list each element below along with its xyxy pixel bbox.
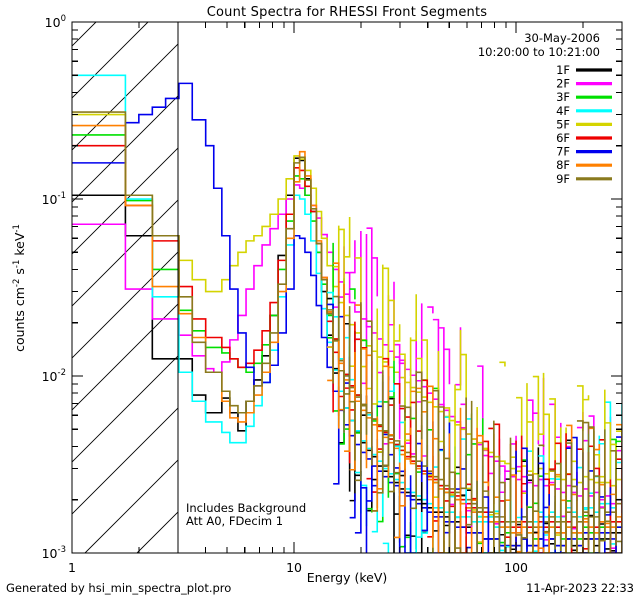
spectrum-line-6f xyxy=(72,144,622,534)
svg-text:counts cm-2 s-1 keV-1: counts cm-2 s-1 keV-1 xyxy=(12,224,27,352)
legend-label-2f: 2F xyxy=(556,77,570,91)
spectrum-noise-9f xyxy=(327,295,622,553)
x-tick-label: 1 xyxy=(68,560,76,575)
ylabel-part-2: s xyxy=(12,268,27,279)
footer-generator: Generated by hsi_min_spectra_plot.pro xyxy=(6,581,231,595)
annotation-line-2: Att A0, FDecim 1 xyxy=(186,514,283,528)
legend-label-3f: 3F xyxy=(556,90,570,104)
y-tick-label: 10-3 xyxy=(42,545,66,561)
x-tick-label: 100 xyxy=(504,560,528,575)
legend-time-range: 10:20:00 to 10:21:00 xyxy=(478,45,600,59)
legend-label-8f: 8F xyxy=(556,158,570,172)
annotation-line-1: Includes Background xyxy=(186,501,306,515)
y-axis-label: counts cm-2 s-1 keV-1 xyxy=(12,224,27,352)
legend-label-9f: 9F xyxy=(556,172,570,186)
legend-label-7f: 7F xyxy=(556,145,570,159)
y-tick-label: 10-2 xyxy=(42,368,66,384)
legend-label-1f: 1F xyxy=(556,63,570,77)
ylabel-exp-3: -1 xyxy=(12,224,22,232)
legend-label-6f: 6F xyxy=(556,131,570,145)
y-tick-label: 10-1 xyxy=(42,191,66,207)
page-title: Count Spectra for RHESSI Front Segments xyxy=(207,5,488,20)
spectra-curves xyxy=(72,74,622,553)
y-tick-labels: 100 10-1 10-2 10-3 xyxy=(42,14,66,561)
ylabel-exp-1: -2 xyxy=(12,279,22,287)
ylabel-part-3: keV xyxy=(12,232,27,259)
x-tick-labels: 1 10 100 xyxy=(68,560,528,575)
ylabel-part-1: counts cm xyxy=(12,287,27,352)
footer-timestamp: 11-Apr-2023 22:33 xyxy=(526,581,634,595)
legend-label-4f: 4F xyxy=(556,104,570,118)
axis-ticks xyxy=(71,21,623,554)
legend-date: 30-May-2006 xyxy=(524,31,600,45)
x-tick-label: 10 xyxy=(286,560,302,575)
y-tick-label: 100 xyxy=(45,14,66,30)
legend-label-5f: 5F xyxy=(556,117,570,131)
ylabel-exp-2: -1 xyxy=(12,260,22,268)
x-axis-label: Energy (keV) xyxy=(307,570,388,585)
hatched-exclusion-region xyxy=(72,22,178,553)
plot-frame xyxy=(71,21,623,554)
